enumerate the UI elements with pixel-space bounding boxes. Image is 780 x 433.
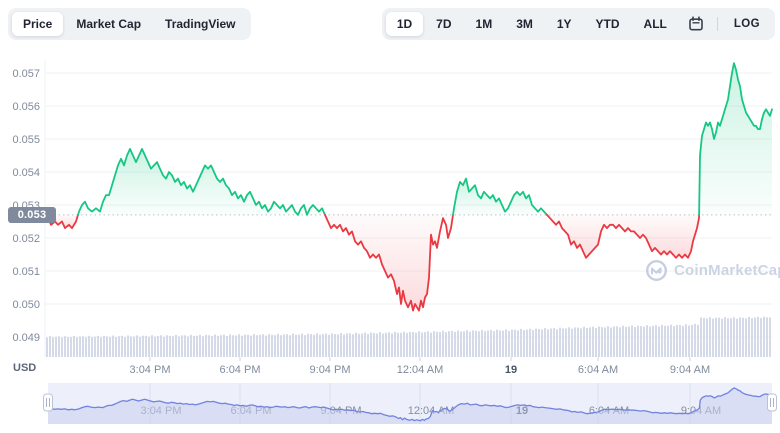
area-up	[699, 63, 772, 215]
svg-text:9:04 AM: 9:04 AM	[670, 364, 710, 376]
currency-label: USD	[13, 362, 37, 374]
range-1m-button[interactable]: 1M	[465, 12, 504, 36]
svg-text:0.055: 0.055	[12, 134, 40, 146]
area-down	[547, 214, 700, 258]
line-down	[324, 214, 454, 312]
navigator-area	[48, 387, 772, 424]
range-all-button[interactable]: ALL	[633, 12, 678, 36]
line-up	[452, 177, 548, 216]
svg-text:0.056: 0.056	[12, 101, 40, 113]
svg-text:3:04 PM: 3:04 PM	[130, 364, 171, 376]
time-range-selector: 1D 7D 1M 3M 1Y YTD ALL LOG	[381, 8, 775, 40]
svg-text:0.049: 0.049	[12, 332, 40, 344]
svg-text:0.057: 0.057	[12, 68, 40, 80]
tab-tradingview[interactable]: TradingView	[154, 12, 246, 36]
line-up	[698, 62, 773, 216]
navigator-handle-right[interactable]	[767, 393, 777, 412]
svg-text:0.054: 0.054	[12, 167, 40, 179]
volume-bars	[46, 316, 771, 357]
calendar-button[interactable]	[680, 12, 712, 36]
navigator-line	[47, 387, 773, 422]
range-1d-button[interactable]: 1D	[385, 12, 424, 36]
svg-text:6:04 PM: 6:04 PM	[220, 364, 261, 376]
watermark: CoinMarketCap	[645, 259, 780, 282]
range-ytd-button[interactable]: YTD	[585, 12, 631, 36]
svg-text:0.050: 0.050	[12, 299, 40, 311]
line-up	[77, 148, 326, 216]
x-axis: 3:04 PM 6:04 PM 9:04 PM 12:04 AM 19 6:04 AM 9:…	[130, 357, 710, 376]
area-up	[78, 148, 325, 215]
baseline-price-badge: 0.053	[8, 207, 56, 223]
range-1y-button[interactable]: 1Y	[546, 12, 583, 36]
toolbar-divider	[716, 17, 718, 31]
line-down	[546, 214, 700, 259]
svg-text:6:04 AM: 6:04 AM	[578, 364, 618, 376]
calendar-icon	[688, 16, 704, 32]
tab-market-cap[interactable]: Market Cap	[65, 12, 152, 36]
range-3m-button[interactable]: 3M	[505, 12, 544, 36]
watermark-text: CoinMarketCap	[674, 262, 780, 279]
chart-toolbar: Price Market Cap TradingView 1D 7D 1M 3M…	[8, 8, 775, 40]
area-up	[453, 178, 547, 215]
navigator-handle-left[interactable]	[43, 393, 53, 412]
chart-type-tabs: Price Market Cap TradingView	[8, 8, 251, 40]
log-scale-toggle[interactable]: LOG	[723, 12, 771, 36]
coinmarketcap-logo-icon	[645, 259, 668, 282]
svg-text:0.051: 0.051	[12, 266, 40, 278]
svg-text:19: 19	[505, 364, 517, 376]
range-7d-button[interactable]: 7D	[425, 12, 462, 36]
svg-text:0.052: 0.052	[12, 233, 40, 245]
svg-text:9:04 PM: 9:04 PM	[310, 364, 351, 376]
svg-text:12:04 AM: 12:04 AM	[397, 364, 443, 376]
tab-price[interactable]: Price	[12, 12, 64, 36]
area-down	[325, 214, 453, 311]
price-series	[44, 62, 773, 312]
